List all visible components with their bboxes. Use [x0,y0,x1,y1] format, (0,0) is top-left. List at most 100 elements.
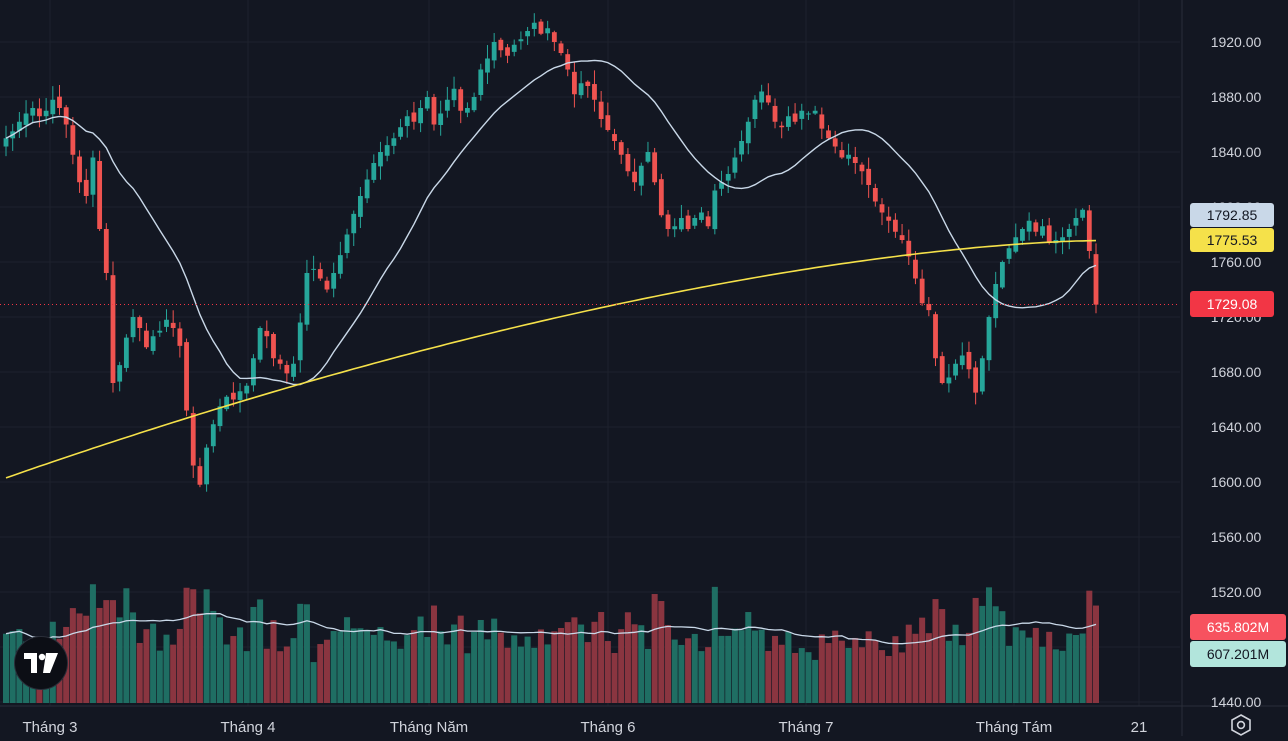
candle-body [184,342,189,411]
candle-body [605,115,611,130]
candle-body [525,31,531,37]
candle-body [1006,248,1012,259]
volume-bar [230,636,237,703]
volume-bar [725,635,732,703]
volume-bar [598,612,605,703]
volume-bar [925,633,932,703]
candle-body [1046,225,1052,243]
ma-long-line [5,239,1097,479]
volume-bar [170,644,177,703]
volume-bar [885,656,892,703]
volume-bar [678,644,685,703]
candle-body [418,108,424,124]
candle-body [819,114,825,129]
price-axis[interactable]: 1920.001880.001840.001800.001760.001720.… [1211,34,1262,710]
candle-body [812,110,818,114]
volume-bar [424,636,431,703]
candle-body [565,54,571,70]
candle-body [933,314,938,359]
candle-body [892,219,898,232]
candle-body [257,328,263,360]
volume-bar [176,628,183,703]
tradingview-logo-icon[interactable] [14,636,68,690]
volume-bar [584,642,591,703]
candle-body [886,216,892,221]
volume-bar [912,633,919,703]
volume-bar [1079,633,1086,703]
volume-bar [1012,627,1019,703]
volume-bar [297,603,304,703]
y-tick-label: 1600.00 [1211,474,1262,490]
volume-bar [250,606,257,703]
candle-body [110,275,116,383]
candle-body [712,190,718,230]
volume-bar [497,632,504,703]
volume-bar [1052,649,1059,703]
volume-bar [1066,633,1073,703]
gear-icon[interactable] [1229,714,1253,736]
candle-body [210,424,216,447]
candle-body [317,269,323,279]
candle-body [973,367,979,393]
candle-body [190,413,196,466]
candle-body [772,105,778,122]
volume-bar [457,615,464,703]
volume-bar [109,600,117,703]
candle-body [224,396,230,410]
candle-body [1033,222,1039,232]
candle-body [1026,220,1032,232]
candle-body [739,141,744,155]
volume-bar [357,628,364,703]
candle-body [913,259,918,279]
volume-bar [698,651,705,703]
volume-bar [9,631,16,703]
candle-body [999,262,1005,288]
ma-short-badge: 1792.85 [1190,203,1274,227]
candle-body [558,43,564,53]
volume-bar [130,612,137,703]
volume-bar [517,646,524,703]
time-axis[interactable]: Tháng 3 Tháng 4 Tháng Năm Tháng 6 Tháng 7 Thá… [22,719,1147,736]
volume-bar [103,600,110,703]
volume-bar [845,647,852,703]
volume-bar [825,643,832,703]
volume-bar [1046,631,1053,703]
volume-bar [999,611,1006,703]
candle-body [926,303,932,311]
volume-bar [872,640,879,703]
volume-bar [899,652,906,703]
volume-bar [390,641,397,703]
volume-bar [718,635,725,703]
candle-body [197,466,203,485]
y-tick-label: 1440.00 [1211,694,1262,710]
volume-bar [644,648,651,703]
candle-body [57,96,62,108]
volume-bar [705,647,712,703]
volume-bar [638,625,645,703]
candle-body [1073,218,1079,226]
candle-body [63,107,69,125]
candle-body [344,234,350,253]
volume-bar [812,659,819,703]
volume-bar [303,604,310,703]
volume-bar [745,612,752,703]
volume-bar [337,631,344,703]
candle-body [505,47,510,56]
candle-body [458,89,464,111]
volume-bar [1032,627,1039,703]
volume-bar [410,630,417,703]
candle-body [123,337,129,368]
volume-bar [270,620,277,703]
volume-bar [190,589,197,703]
volume-bar [96,607,103,703]
candle-body [70,125,76,155]
candle-body [598,101,604,119]
candle-body [1066,229,1072,237]
volume-bar [604,641,611,703]
volume-bar [965,632,972,703]
candle-body [705,216,711,227]
candle-body [130,317,136,338]
candle-body [137,317,143,328]
volume-bar [818,634,825,703]
